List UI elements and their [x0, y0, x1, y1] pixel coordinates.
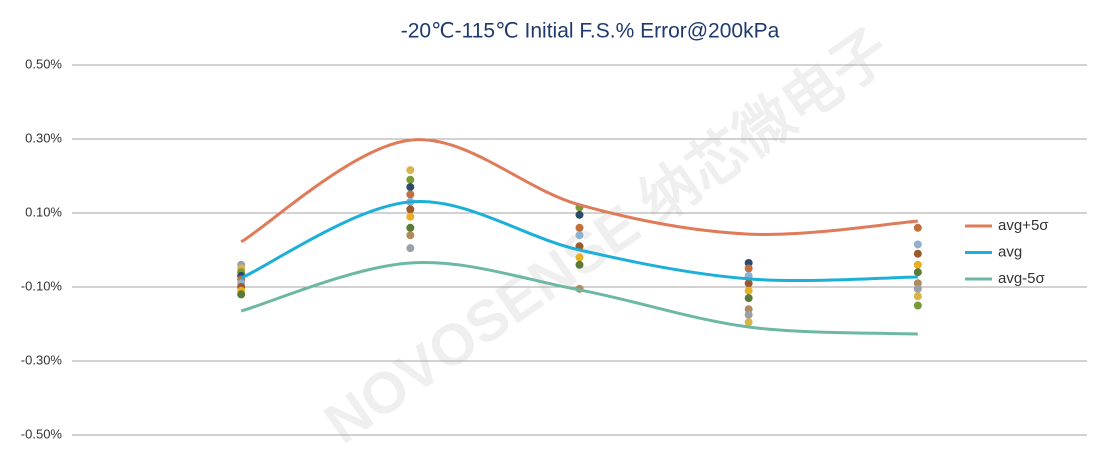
data-dot [575, 223, 584, 232]
data-dot [913, 292, 922, 301]
y-tick-label: 0.10% [25, 204, 62, 219]
data-dot [913, 249, 922, 258]
data-dot [744, 279, 753, 288]
data-dot [744, 305, 753, 314]
data-dot [406, 244, 415, 253]
data-dot [744, 318, 753, 327]
data-dot [913, 279, 922, 288]
y-tick-label: 0.30% [25, 130, 62, 145]
series-line [240, 200, 918, 283]
data-dot [744, 310, 753, 319]
legend-label: avg [998, 243, 1022, 260]
data-dot [913, 240, 922, 249]
chart-title: -20℃-115℃ Initial F.S.% Error@200kPa [401, 20, 780, 43]
data-dot [913, 284, 922, 293]
data-dot [575, 253, 584, 262]
data-dot [575, 231, 584, 240]
data-dot [913, 301, 922, 310]
data-dot [913, 268, 922, 277]
data-dot [575, 260, 584, 269]
data-dot [406, 175, 415, 184]
data-dot [744, 258, 753, 267]
data-dot [744, 294, 753, 303]
data-dot [913, 260, 922, 269]
data-dot [406, 223, 415, 232]
y-tick-label: -0.50% [21, 426, 63, 441]
data-dot [406, 231, 415, 240]
data-dot [744, 286, 753, 295]
legend-label: avg-5σ [998, 270, 1046, 287]
series-line [240, 138, 918, 244]
data-dot [406, 183, 415, 192]
data-dot [575, 210, 584, 219]
watermark: NOVOSENSE 纳芯微电子 [313, 17, 902, 456]
legend-label: avg+5σ [998, 217, 1049, 234]
data-dot [237, 290, 246, 299]
data-dot [744, 264, 753, 273]
data-dot [406, 205, 415, 214]
y-tick-label: -0.10% [21, 278, 63, 293]
data-dot [406, 190, 415, 199]
y-tick-label: -0.30% [21, 352, 63, 367]
data-dot [406, 166, 415, 175]
data-dot [913, 223, 922, 232]
series-line [240, 261, 918, 336]
data-dot [406, 212, 415, 221]
y-tick-label: 0.50% [25, 56, 62, 71]
